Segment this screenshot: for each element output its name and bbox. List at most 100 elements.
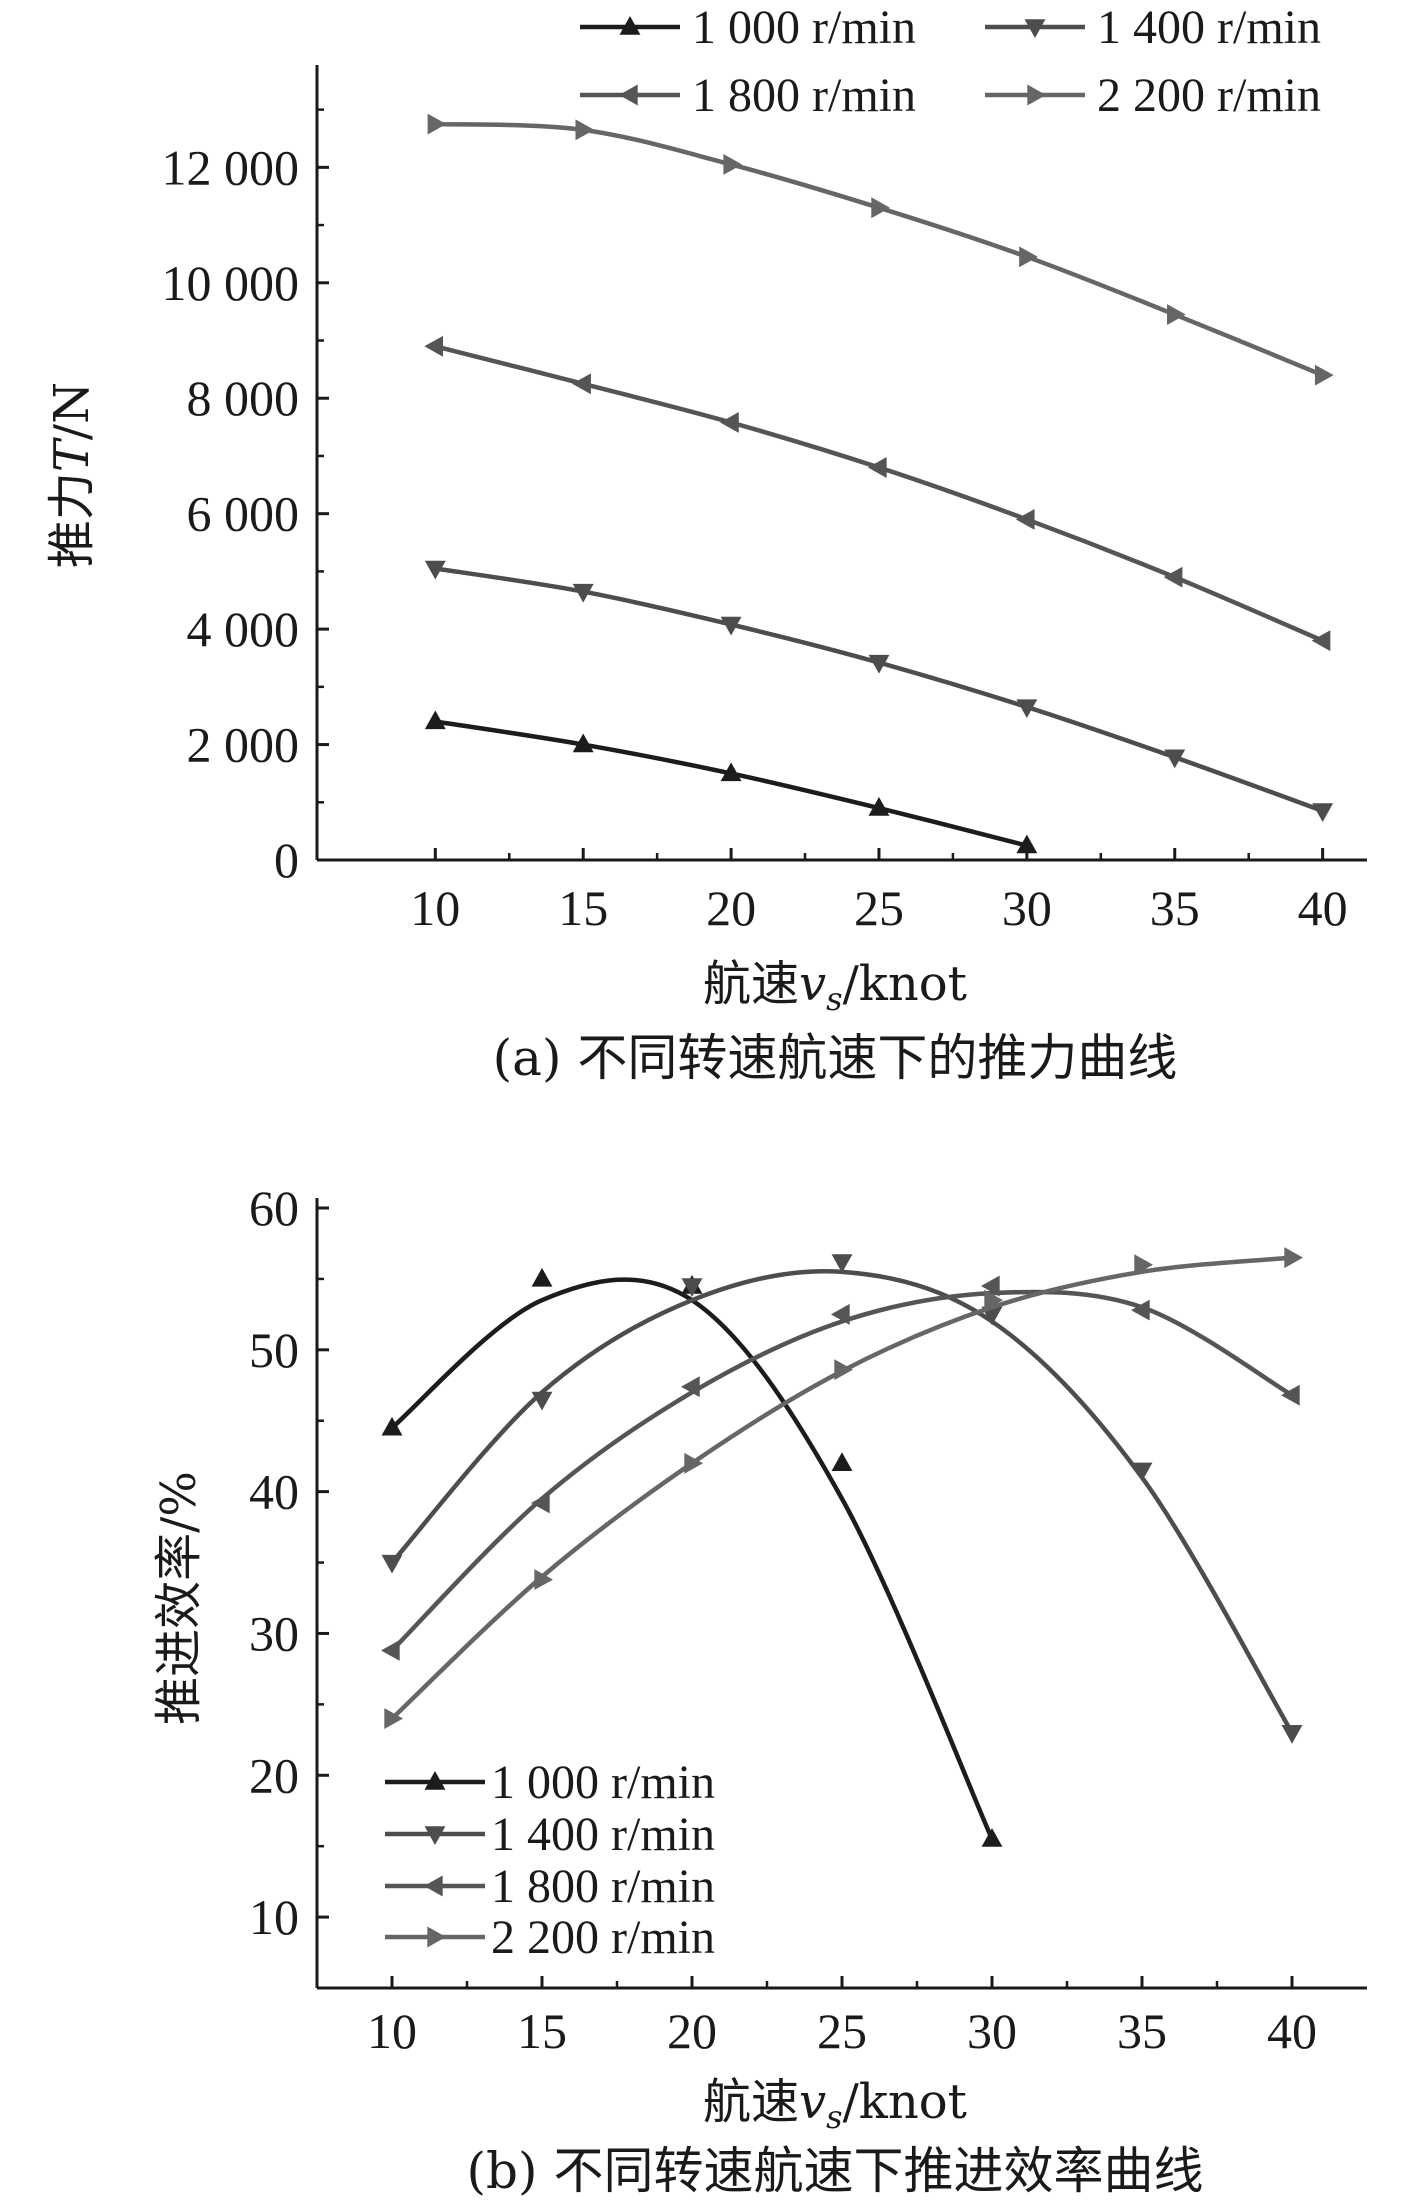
data-point-1-400-r-min	[720, 616, 742, 636]
y-tick-label: 40	[249, 1464, 299, 1520]
y-axis-title: 推进效率/%	[151, 1471, 207, 1725]
series-line-1-000-r-min	[390, 1277, 995, 1840]
legend-item: 1 000 r/min	[385, 1756, 715, 1809]
data-point-1-800-r-min	[424, 335, 444, 357]
y-tick-label: 2 000	[187, 717, 300, 773]
data-point-1-400-r-min	[1281, 1725, 1303, 1744]
data-point-1-800-r-min	[981, 1275, 1000, 1297]
data-point-2-200-r-min	[984, 1289, 1003, 1311]
data-point-1-000-r-min	[1016, 834, 1038, 854]
x-tick-label: 40	[1298, 880, 1348, 936]
data-point-2-200-r-min	[684, 1452, 703, 1474]
legend-marker	[424, 1771, 446, 1790]
series-line-2-200-r-min	[435, 121, 1324, 378]
y-tick-label: 0	[274, 832, 299, 888]
legend-marker	[1027, 84, 1046, 106]
legend-item: 1 400 r/min	[985, 1, 1321, 54]
series-line-1-800-r-min	[390, 1289, 1294, 1653]
data-point-2-200-r-min	[871, 197, 890, 219]
x-tick-label: 25	[854, 880, 904, 936]
y-tick-label: 4 000	[187, 601, 300, 657]
data-point-1-000-r-min	[868, 797, 890, 816]
series-line-1-000-r-min	[434, 719, 1028, 848]
legend-item: 1 800 r/min	[580, 69, 916, 122]
data-point-1-000-r-min	[381, 1416, 403, 1436]
data-point-2-200-r-min	[1134, 1254, 1153, 1276]
data-point-1-400-r-min	[1016, 699, 1038, 719]
data-point-1-000-r-min	[531, 1267, 553, 1287]
legend: 1 000 r/min 1 400 r/min 1 800 r/min 2 200 r…	[580, 1, 1321, 122]
data-point-2-200-r-min	[1314, 364, 1334, 386]
x-tick-label: 25	[817, 2003, 867, 2059]
data-point-1-800-r-min	[720, 412, 739, 433]
data-point-2-200-r-min	[723, 154, 743, 175]
x-axis-title: 航速vs/knot	[703, 956, 967, 1018]
legend-marker	[1024, 19, 1046, 38]
legend-marker	[424, 1826, 446, 1845]
data-point-1-800-r-min	[1163, 566, 1183, 588]
legend-item: 2 200 r/min	[985, 69, 1321, 122]
y-tick-label: 20	[249, 1747, 299, 1803]
y-tick-label: 30	[249, 1605, 299, 1661]
series-1-400-r-min	[381, 1254, 1303, 1744]
data-point-2-200-r-min	[384, 1708, 403, 1729]
legend-label: 2 200 r/min	[1097, 69, 1321, 122]
series-1-400-r-min	[424, 560, 1334, 822]
x-tick-label: 40	[1267, 2003, 1317, 2059]
data-point-2-200-r-min	[1284, 1247, 1303, 1269]
y-tick-label: 10	[249, 1889, 299, 1945]
legend-label: 1 000 r/min	[491, 1756, 715, 1809]
legend-label: 2 200 r/min	[491, 1911, 715, 1964]
x-tick-label: 35	[1150, 880, 1200, 936]
legend-label: 1 800 r/min	[491, 1860, 715, 1913]
x-tick-label: 10	[367, 2003, 417, 2059]
chart-caption: (b) 不同转速航速下推进效率曲线	[467, 2142, 1204, 2200]
data-point-1-800-r-min	[1311, 630, 1331, 652]
series-1-000-r-min	[424, 710, 1038, 854]
y-tick-label: 12 000	[162, 139, 300, 195]
data-point-1-000-r-min	[981, 1828, 1003, 1847]
series-line-1-400-r-min	[434, 566, 1324, 814]
data-point-1-400-r-min	[831, 1254, 853, 1273]
data-point-1-400-r-min	[1312, 803, 1334, 822]
y-tick-label: 6 000	[187, 486, 300, 542]
y-tick-label: 50	[249, 1322, 299, 1378]
data-point-1-800-r-min	[572, 373, 591, 395]
x-tick-label: 15	[558, 880, 608, 936]
series-2-200-r-min	[427, 113, 1334, 386]
legend-item: 1 000 r/min	[580, 1, 916, 54]
data-point-1-800-r-min	[867, 457, 887, 478]
x-tick-label: 30	[967, 2003, 1017, 2059]
series-line-1-800-r-min	[434, 344, 1324, 643]
legend-label: 1 800 r/min	[692, 69, 916, 122]
y-axis-title: 推力T/N	[44, 382, 100, 568]
data-point-1-400-r-min	[572, 583, 594, 603]
data-point-1-400-r-min	[381, 1554, 403, 1574]
thrust-chart: 0 2 000 4 000 6 000 8 000 10 000 12 000 10 15 20 2…	[44, 1, 1367, 1087]
data-point-1-400-r-min	[1164, 749, 1186, 769]
series-2-200-r-min	[384, 1247, 1303, 1729]
data-point-1-800-r-min	[681, 1376, 700, 1398]
x-tick-label: 10	[410, 880, 460, 936]
x-tick-label: 15	[517, 2003, 567, 2059]
legend-label: 1 000 r/min	[692, 1, 916, 54]
chart-caption: (a) 不同转速航速下的推力曲线	[493, 1029, 1178, 1087]
legend-item: 1 800 r/min	[385, 1860, 715, 1913]
series-1-800-r-min	[381, 1275, 1300, 1661]
y-tick-label: 60	[249, 1180, 299, 1236]
data-point-2-200-r-min	[575, 119, 595, 141]
data-point-1-400-r-min	[424, 560, 446, 580]
x-tick-label: 35	[1117, 2003, 1167, 2059]
x-axis-title: 航速vs/knot	[703, 2074, 967, 2136]
legend-item: 2 200 r/min	[385, 1911, 715, 1964]
data-point-1-400-r-min	[1131, 1462, 1153, 1482]
legend-marker	[619, 16, 641, 35]
legend-marker	[424, 1875, 443, 1897]
x-tick-label: 20	[706, 880, 756, 936]
legend-item: 1 400 r/min	[385, 1808, 715, 1861]
series-line-2-200-r-min	[390, 1255, 1293, 1721]
data-point-1-400-r-min	[868, 654, 890, 674]
x-tick-label: 20	[667, 2003, 717, 2059]
y-tick-label: 10 000	[162, 255, 300, 311]
